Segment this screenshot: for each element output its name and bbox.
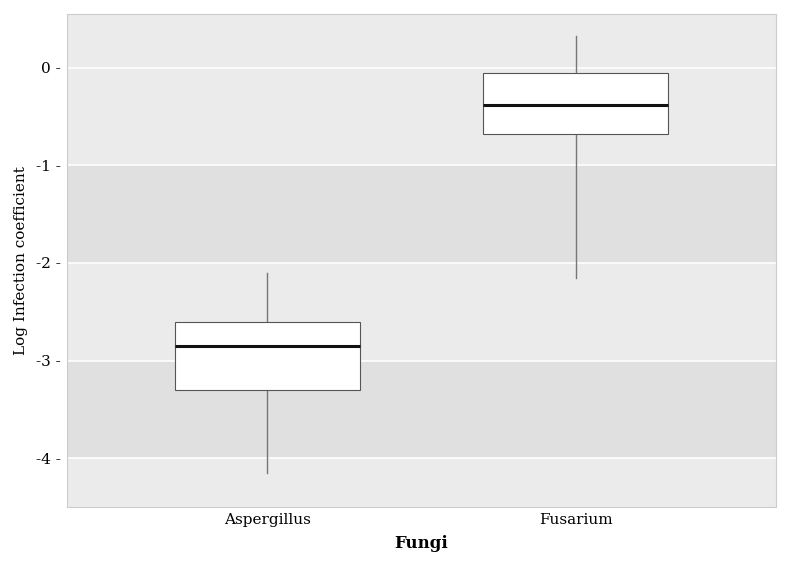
Bar: [66, 263, 776, 361]
Bar: [66, 361, 776, 458]
X-axis label: Fungi: Fungi: [394, 535, 448, 552]
Bar: [66, 67, 776, 165]
Bar: [66, 458, 776, 507]
FancyBboxPatch shape: [483, 72, 668, 134]
FancyBboxPatch shape: [175, 321, 359, 390]
Bar: [66, 165, 776, 263]
Bar: [66, 14, 776, 67]
Y-axis label: Log Infection coefficient: Log Infection coefficient: [14, 166, 28, 355]
